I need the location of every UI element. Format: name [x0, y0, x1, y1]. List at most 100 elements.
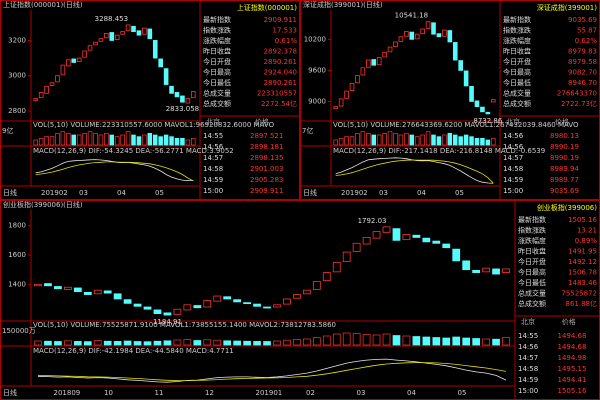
volume-bar: [142, 134, 147, 146]
candle: [33, 98, 39, 101]
candle: [66, 59, 71, 67]
quote-time: 14:55: [518, 332, 538, 340]
volume-axis-label: 150000万: [2, 327, 36, 335]
quote-header: 价格: [555, 117, 569, 126]
y-tick-label: 2800: [8, 107, 26, 115]
quote-price: 1494.68: [558, 332, 587, 340]
quote-time: 14:56: [203, 143, 224, 151]
candle: [76, 57, 82, 62]
quote-price: 2901.003: [250, 165, 283, 173]
candle: [333, 106, 339, 110]
candle: [371, 59, 377, 66]
candle: [120, 31, 125, 35]
volume-bar: [66, 132, 71, 146]
candle: [425, 21, 431, 29]
candle: [382, 51, 387, 58]
volume-bar: [469, 136, 474, 146]
x-label: 02: [306, 389, 315, 397]
volume-bar: [462, 337, 471, 346]
info-label: 最新指数: [203, 15, 231, 24]
y-tick-label: 9600: [308, 66, 326, 74]
y-tick-label: 3000: [8, 72, 26, 80]
x-label: 03: [357, 389, 366, 397]
info-label: 指数涨跌: [203, 26, 231, 35]
volume-bar: [191, 137, 196, 146]
volume-bar: [393, 132, 398, 146]
info-title: 上证指数(000001): [237, 3, 297, 12]
quote-time: 15:00: [203, 187, 223, 195]
volume-bar: [193, 340, 202, 346]
candle: [49, 82, 55, 86]
volume-bar: [33, 139, 38, 146]
candle: [469, 86, 474, 102]
quote-header: 价格: [562, 317, 576, 326]
volume-bar: [480, 137, 485, 146]
volume-bar: [173, 339, 182, 346]
info-label: 今日最高: [518, 268, 546, 277]
info-value: 13.21: [577, 227, 597, 235]
volume-bar: [120, 134, 125, 146]
x-label: 10: [104, 389, 113, 397]
candle: [93, 289, 102, 295]
x-label: 05: [155, 189, 164, 197]
volume-bar: [412, 336, 421, 346]
candle: [82, 50, 87, 58]
candle: [173, 308, 182, 315]
info-value: 75525872: [561, 290, 597, 298]
volume-bar: [342, 332, 351, 346]
volume-bar: [180, 137, 185, 146]
candle: [34, 283, 42, 287]
volume-bar: [38, 137, 44, 146]
candle: [322, 272, 331, 282]
info-label: 总成交量: [503, 89, 531, 98]
volume-bar: [432, 337, 441, 346]
info-label: 今日开盘: [203, 57, 231, 66]
volume-bar: [273, 340, 281, 346]
volume-bar: [463, 134, 469, 146]
volume-bar: [338, 137, 344, 146]
candle: [431, 22, 436, 35]
candle: [436, 33, 442, 38]
quote-price: 8990.19: [550, 154, 579, 162]
candle: [404, 31, 409, 37]
candle: [153, 309, 162, 315]
low-label: 2833.058: [166, 105, 199, 113]
volume-bar: [352, 333, 361, 346]
candle: [492, 268, 500, 275]
x-label: 04: [417, 189, 426, 197]
candle: [190, 91, 196, 99]
info-label: 今日开盘: [518, 257, 546, 266]
candle: [447, 30, 453, 43]
info-value: 2722.73亿: [561, 99, 597, 108]
volume-bar: [409, 134, 415, 146]
x-label: 12: [205, 389, 214, 397]
macd-dea: [35, 161, 194, 182]
candle: [342, 251, 351, 263]
quote-time: 14:57: [518, 354, 538, 362]
info-label: 昨日收盘: [203, 47, 231, 56]
volume-bar: [34, 340, 42, 346]
candle: [382, 226, 391, 233]
candle: [442, 29, 447, 37]
volume-bar: [87, 131, 93, 146]
candle: [458, 60, 463, 71]
candle: [125, 24, 131, 32]
candle: [114, 34, 120, 40]
volume-bar: [442, 134, 447, 146]
volume-bar: [147, 132, 153, 146]
y-tick-label: 1600: [8, 251, 26, 259]
candle: [420, 28, 425, 35]
volume-bar: [136, 136, 142, 146]
candle: [243, 302, 251, 305]
volume-bar: [55, 132, 60, 146]
volume-bar: [362, 334, 371, 346]
candle: [54, 286, 62, 290]
candle: [412, 234, 421, 238]
quote-time: 14:58: [518, 365, 538, 373]
quote-price: 2898.181: [250, 143, 283, 151]
info-value: 2892.378: [264, 48, 297, 56]
candle: [372, 231, 381, 239]
quote-time: 14:56: [503, 143, 524, 151]
candle: [482, 267, 490, 273]
